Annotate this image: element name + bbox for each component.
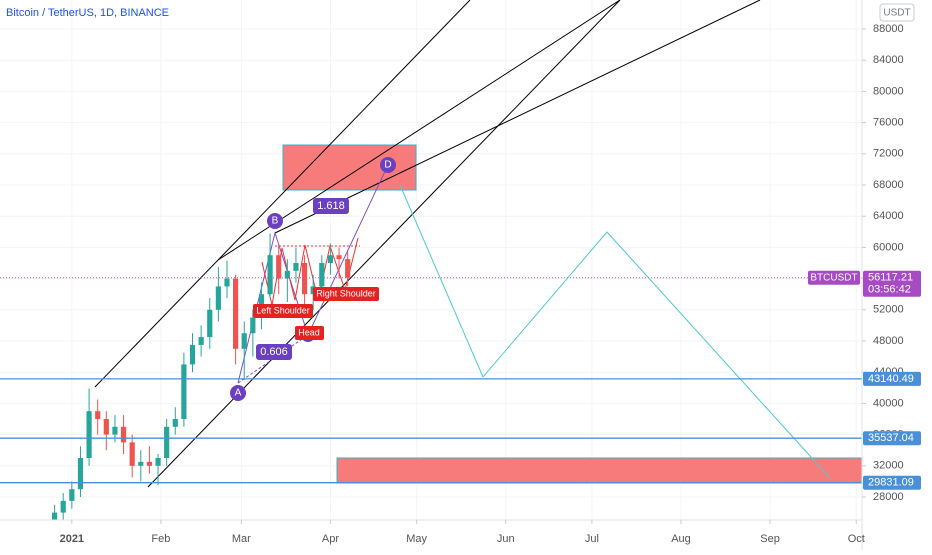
candle-body [284, 270, 290, 279]
x-tick-label: May [406, 533, 427, 545]
currency-label[interactable]: USDT [883, 8, 910, 19]
y-tick-label: 72000 [873, 148, 904, 160]
candle-body [77, 457, 84, 490]
candle-body [345, 259, 351, 278]
channel-line [147, 0, 621, 488]
candle-body [69, 489, 75, 501]
level-label: 43140.49 [868, 373, 914, 385]
y-tick-label: 84000 [873, 54, 904, 66]
currency-button[interactable] [879, 3, 915, 22]
price-badge [863, 270, 921, 297]
channel-line [274, 0, 761, 234]
x-tick-label: Mar [232, 533, 251, 545]
x-tick-label: Jul [585, 533, 599, 545]
ratio-label: 1.618 [317, 200, 345, 212]
pattern-badge [295, 326, 324, 340]
plot [0, 0, 862, 540]
candle-body [276, 255, 282, 279]
level-label: 35537.04 [868, 432, 914, 444]
pattern-label: Right Shoulder [316, 288, 376, 298]
y-tick-label: 68000 [873, 179, 904, 191]
candle-body [103, 418, 109, 435]
head-shoulders [261, 237, 359, 306]
candle-body [189, 344, 196, 365]
ratio-badge [256, 344, 292, 360]
y-tick-label: 64000 [873, 210, 904, 222]
x-tick-label: Jun [497, 533, 515, 545]
candle-body [336, 255, 342, 260]
y-tick-label: 60000 [873, 241, 904, 253]
level-badge [863, 371, 921, 386]
point-label: D [384, 160, 391, 171]
symbol-label: BTCUSDT [810, 272, 857, 283]
support-zone [336, 457, 862, 484]
y-tick-label: 76000 [873, 117, 904, 129]
y-tick-label: 88000 [873, 23, 904, 35]
ratio-badge [313, 198, 349, 214]
candle-body [60, 500, 66, 513]
candle-body [155, 457, 161, 466]
point-badge [267, 213, 283, 229]
ratio-label: 0.606 [260, 346, 288, 358]
candle-body [207, 309, 213, 338]
y-tick-label: 40000 [873, 397, 904, 409]
channel-line [94, 0, 471, 388]
target-zone [282, 144, 417, 191]
candle-body [224, 278, 230, 287]
y-tick-label: 48000 [873, 335, 904, 347]
candle-body [120, 426, 127, 443]
x-tick-label: Oct [848, 533, 865, 545]
pattern-badge [253, 304, 313, 318]
level-badge [863, 475, 921, 490]
annotations: A B C D 1.618 0.606 Left Shoulder Head R… [0, 0, 921, 550]
point-label: A [235, 388, 242, 399]
candle-body [250, 317, 256, 334]
y-tick-label: 32000 [873, 460, 904, 472]
channel-line [217, 0, 621, 261]
x-tick-label: Feb [151, 533, 170, 545]
price-label: 56117.21 [868, 272, 913, 284]
candle-body [267, 255, 273, 295]
candle-body [327, 255, 334, 264]
candle-body [319, 263, 325, 287]
point-label: B [272, 216, 279, 227]
candle-body [172, 418, 178, 427]
pattern-label: Left Shoulder [256, 305, 310, 315]
x-tick-label: 2021 [60, 533, 84, 545]
candle-body [52, 512, 58, 520]
candle-body [233, 278, 239, 349]
pattern-label: Head [298, 327, 320, 337]
candle-body [129, 442, 135, 466]
candle-body [146, 461, 152, 466]
x-tick-label: Aug [671, 533, 691, 545]
candle-body [138, 461, 144, 466]
point-badge [380, 157, 396, 173]
candle-body [198, 337, 204, 345]
y-tick-label: 52000 [873, 304, 904, 316]
level-badge [863, 431, 921, 446]
pattern-badge [313, 287, 379, 301]
candle-body [181, 364, 187, 419]
candle-body [215, 286, 221, 310]
countdown-label: 03:56:42 [868, 284, 911, 296]
candle-body [43, 532, 48, 540]
candle-body [95, 411, 101, 419]
projection-path [399, 184, 831, 479]
level-label: 29831.09 [868, 477, 914, 489]
candle-body [112, 426, 118, 435]
candle-body [241, 333, 247, 349]
candle-body [293, 263, 299, 271]
plot-background [0, 0, 862, 520]
x-tick-label: Apr [322, 533, 339, 545]
symbol-badge [808, 270, 860, 285]
y-tick-label: 80000 [873, 85, 904, 97]
candle-body [164, 426, 170, 458]
x-tick-label: Sep [760, 533, 780, 545]
chart-title: Bitcoin / TetherUS, 1D, BINANCE [6, 7, 169, 19]
point-badge [230, 385, 246, 401]
candle-body [86, 411, 92, 458]
y-tick-label: 28000 [873, 491, 904, 503]
candle-body [301, 263, 308, 295]
